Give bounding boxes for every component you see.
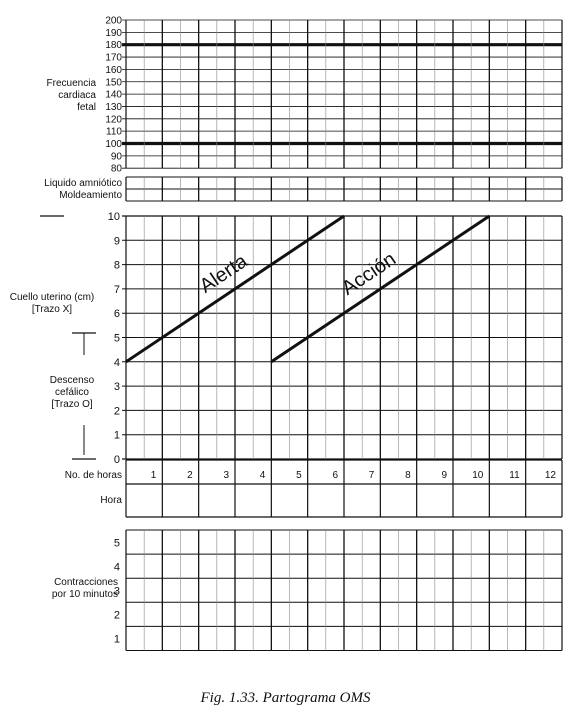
cervix-tick-label: 7 bbox=[114, 284, 120, 296]
cervix-axis-label: [Trazo X] bbox=[32, 304, 72, 315]
contractions-axis-label: Contracciones bbox=[54, 577, 118, 588]
fhr-tick-label: 190 bbox=[105, 28, 122, 39]
hours-row-label: No. de horas bbox=[65, 470, 122, 481]
fhr-tick-label: 80 bbox=[111, 164, 123, 175]
time-row-label: Hora bbox=[100, 495, 122, 506]
fhr-tick-label: 100 bbox=[105, 139, 122, 150]
cervix-axis-label: Cuello uterino (cm) bbox=[10, 292, 94, 303]
fhr-tick-label: 140 bbox=[105, 90, 122, 101]
series-line-alerta bbox=[125, 214, 345, 364]
hour-number-label: 4 bbox=[260, 470, 266, 481]
cervix-tick-label: 3 bbox=[114, 381, 120, 393]
contraction-tick-label: 2 bbox=[114, 610, 120, 622]
hour-number-label: 7 bbox=[369, 470, 375, 481]
contraction-tick-label: 1 bbox=[114, 634, 120, 646]
fhr-axis-label: cardiaca bbox=[58, 90, 96, 101]
descent-axis-label: cefálico bbox=[55, 387, 89, 398]
hour-number-label: 12 bbox=[545, 470, 557, 481]
cervix-tick-label: 1 bbox=[114, 430, 120, 442]
hour-number-label: 5 bbox=[296, 470, 302, 481]
contraction-tick-label: 5 bbox=[114, 537, 120, 549]
fhr-tick-label: 130 bbox=[105, 102, 122, 113]
hour-number-label: 9 bbox=[441, 470, 447, 481]
descent-axis-label: [Trazo O] bbox=[51, 399, 93, 410]
fluid-row-label: Liquido amniótico bbox=[44, 178, 122, 189]
hour-number-label: 6 bbox=[332, 470, 338, 481]
hour-number-label: 10 bbox=[472, 470, 484, 481]
cervix-tick-label: 10 bbox=[108, 211, 120, 223]
descent-axis-label: Descenso bbox=[50, 375, 95, 386]
contraction-tick-label: 3 bbox=[114, 585, 120, 597]
fluid-row-label: Moldeamiento bbox=[59, 190, 122, 201]
cervix-tick-label: 5 bbox=[114, 333, 120, 345]
fhr-axis-label: Frecuencia bbox=[47, 78, 97, 89]
fhr-tick-label: 120 bbox=[105, 114, 122, 125]
cervix-tick-label: 0 bbox=[114, 454, 120, 466]
hour-number-label: 2 bbox=[187, 470, 193, 481]
hour-number-label: 3 bbox=[223, 470, 229, 481]
fhr-axis-label: fetal bbox=[77, 102, 96, 113]
contractions-axis-label: por 10 minutos bbox=[52, 589, 118, 600]
cervix-tick-label: 4 bbox=[114, 357, 120, 369]
hour-number-label: 8 bbox=[405, 470, 411, 481]
fhr-tick-label: 200 bbox=[105, 16, 122, 27]
series-line-accion bbox=[270, 214, 491, 364]
cervix-tick-label: 6 bbox=[114, 308, 120, 320]
cervix-tick-label: 8 bbox=[114, 260, 120, 272]
series-label-alerta: Alerta bbox=[196, 250, 252, 298]
hour-number-label: 1 bbox=[151, 470, 157, 481]
fhr-tick-label: 160 bbox=[105, 65, 122, 76]
series-label-accion: Acción bbox=[338, 248, 400, 300]
contraction-tick-label: 4 bbox=[114, 561, 120, 573]
figure-caption: Fig. 1.33. Partograma OMS bbox=[200, 690, 371, 706]
fhr-tick-label: 180 bbox=[105, 40, 122, 51]
fhr-tick-label: 150 bbox=[105, 77, 122, 88]
hour-number-label: 11 bbox=[509, 470, 520, 481]
fhr-tick-label: 170 bbox=[105, 53, 122, 64]
cervix-tick-label: 9 bbox=[114, 235, 120, 247]
fhr-tick-label: 110 bbox=[106, 127, 122, 138]
fhr-tick-label: 90 bbox=[111, 151, 123, 162]
partograma-grid bbox=[40, 19, 563, 651]
cervix-tick-label: 2 bbox=[114, 405, 120, 417]
partograma-labels: 2001901801701601501401301201101009080Fre… bbox=[10, 16, 557, 646]
